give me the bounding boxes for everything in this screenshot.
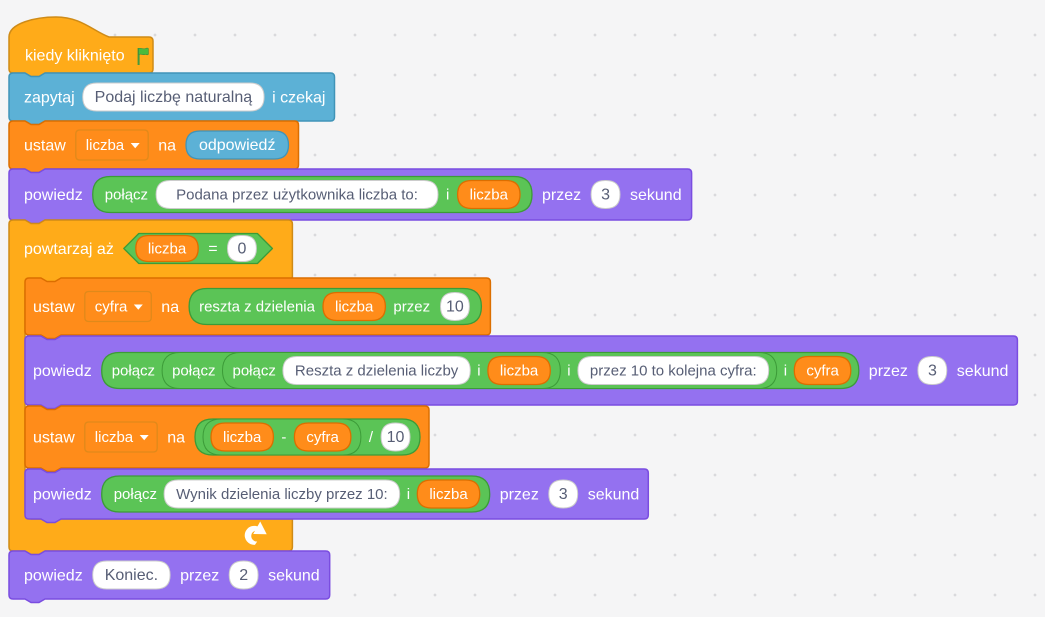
svg-text:Reszta z dzielenia liczby: Reszta z dzielenia liczby: [295, 363, 459, 380]
svg-text:na: na: [158, 138, 176, 155]
svg-text:i: i: [446, 187, 449, 204]
svg-text:odpowiedź: odpowiedź: [199, 137, 276, 154]
svg-text:i: i: [784, 363, 787, 380]
svg-text:-: -: [281, 429, 286, 446]
svg-text:powiedz: powiedz: [24, 187, 83, 204]
svg-text:Podana przez użytkownika liczb: Podana przez użytkownika liczba to:: [176, 187, 418, 204]
svg-text:przez: przez: [542, 187, 581, 204]
svg-text:na: na: [161, 299, 179, 316]
svg-text:ustaw: ustaw: [33, 430, 75, 447]
svg-text:zapytaj: zapytaj: [24, 90, 75, 107]
svg-text:10: 10: [446, 299, 464, 316]
svg-text:10: 10: [387, 429, 405, 446]
svg-text:połącz: połącz: [172, 363, 215, 380]
svg-text:powiedz: powiedz: [33, 363, 92, 380]
svg-text:cyfra: cyfra: [95, 299, 128, 316]
svg-text:cyfra: cyfra: [306, 429, 339, 446]
svg-text:0: 0: [238, 241, 247, 258]
svg-text:liczba: liczba: [470, 187, 509, 204]
svg-text:3: 3: [559, 486, 568, 503]
svg-text:kiedy kliknięto: kiedy kliknięto: [25, 48, 125, 65]
svg-text:cyfra: cyfra: [806, 363, 839, 380]
svg-text:liczba: liczba: [223, 429, 262, 446]
svg-text:i czekaj: i czekaj: [272, 90, 325, 107]
svg-text:sekund: sekund: [268, 568, 320, 585]
svg-text:powtarzaj aż: powtarzaj aż: [24, 241, 114, 258]
svg-text:sekund: sekund: [957, 363, 1009, 380]
svg-text:liczba: liczba: [86, 137, 125, 154]
svg-text:powiedz: powiedz: [24, 568, 83, 585]
svg-text:liczba: liczba: [429, 486, 468, 503]
svg-text:Podaj liczbę naturalną: Podaj liczbę naturalną: [95, 89, 253, 106]
svg-text:liczba: liczba: [335, 299, 374, 316]
svg-text:Koniec.: Koniec.: [105, 567, 158, 584]
svg-text:ustaw: ustaw: [33, 299, 75, 316]
svg-text:liczba: liczba: [148, 241, 187, 258]
svg-text:przez: przez: [869, 363, 908, 380]
svg-text:sekund: sekund: [630, 187, 682, 204]
svg-text:połącz: połącz: [112, 363, 155, 380]
svg-text:połącz: połącz: [233, 363, 276, 380]
svg-text:liczba: liczba: [95, 429, 134, 446]
svg-text:=: =: [208, 241, 217, 258]
svg-text:przez 10 to kolejna cyfra:: przez 10 to kolejna cyfra:: [590, 363, 757, 380]
svg-text:reszta z dzielenia: reszta z dzielenia: [199, 299, 316, 316]
svg-text:połącz: połącz: [114, 486, 157, 503]
svg-text:przez: przez: [500, 487, 539, 504]
svg-text:ustaw: ustaw: [24, 138, 66, 155]
svg-text:połącz: połącz: [105, 187, 148, 204]
svg-text:sekund: sekund: [588, 487, 640, 504]
svg-text:liczba: liczba: [500, 363, 539, 380]
svg-text:i: i: [407, 486, 410, 503]
svg-text:2: 2: [239, 567, 248, 584]
svg-text:przez: przez: [180, 568, 219, 585]
svg-text:na: na: [167, 430, 185, 447]
svg-text:3: 3: [601, 187, 610, 204]
svg-text:3: 3: [928, 363, 937, 380]
svg-text:i: i: [477, 363, 480, 380]
svg-text:przez: przez: [393, 299, 430, 316]
svg-text:powiedz: powiedz: [33, 487, 92, 504]
svg-text:i: i: [567, 363, 570, 380]
svg-text:Wynik dzielenia liczby przez 1: Wynik dzielenia liczby przez 10:: [176, 486, 388, 503]
